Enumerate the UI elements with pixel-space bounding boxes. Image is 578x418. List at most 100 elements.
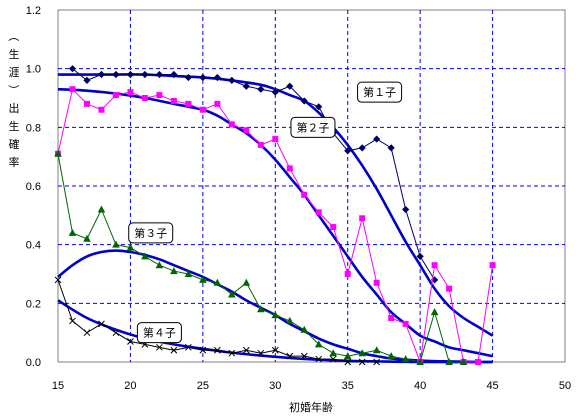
point-marker — [372, 346, 381, 354]
point-marker — [388, 315, 395, 321]
point-marker — [257, 141, 264, 148]
point-marker — [358, 349, 366, 357]
point-marker — [489, 262, 496, 269]
point-marker — [199, 106, 206, 113]
point-marker — [344, 358, 352, 366]
point-marker — [184, 73, 192, 82]
point-marker — [68, 65, 77, 73]
point-marker — [228, 349, 236, 357]
point-marker — [184, 270, 193, 277]
point-marker — [373, 279, 380, 286]
x-tick-label: 35 — [342, 380, 354, 392]
y-axis-label-char: 生 — [9, 47, 20, 61]
point-marker — [97, 70, 106, 79]
point-marker — [286, 82, 294, 90]
annotation-box — [290, 116, 336, 138]
point-marker — [97, 205, 106, 213]
point-marker — [300, 97, 308, 105]
point-marker — [431, 276, 439, 284]
point-marker — [402, 205, 410, 214]
y-axis-label-char: 生 — [9, 119, 20, 133]
point-marker — [54, 149, 62, 157]
point-marker — [155, 261, 164, 269]
point-marker — [344, 147, 352, 155]
point-marker — [83, 76, 91, 84]
y-axis-label-char: ） — [7, 85, 20, 96]
point-marker — [301, 191, 308, 198]
point-marker — [315, 355, 323, 363]
point-marker — [155, 70, 163, 79]
point-marker — [446, 285, 453, 292]
point-marker — [300, 352, 308, 360]
point-marker — [416, 252, 424, 260]
x-tick-label: 25 — [197, 380, 209, 392]
point-marker — [228, 76, 236, 84]
point-marker — [475, 359, 482, 365]
x-axis-label: 初婚年齢 — [289, 400, 333, 414]
point-marker — [402, 320, 409, 327]
y-tick-label: 0.6 — [26, 181, 41, 193]
point-marker — [170, 346, 178, 354]
tick-labels: 15 20 25 30 35 40 45 50 0.0 0.2 0.4 0.6 0.8 1.0 1.2 — [26, 5, 571, 392]
point-marker — [329, 355, 337, 363]
point-marker — [329, 349, 338, 357]
point-marker — [126, 243, 135, 251]
point-marker — [286, 165, 293, 172]
point-marker — [141, 70, 149, 79]
point-marker — [170, 267, 178, 275]
x-tick-label: 15 — [52, 380, 64, 392]
x-tick-label: 50 — [559, 380, 571, 392]
point-marker — [359, 215, 366, 222]
point-marker — [213, 278, 222, 286]
point-marker — [373, 358, 381, 366]
point-marker — [98, 320, 105, 328]
point-marker — [286, 352, 294, 360]
point-marker — [127, 338, 134, 345]
y-axis-label-char: （ — [7, 31, 20, 42]
x-tick-label: 20 — [124, 380, 136, 392]
y-tick-label: 1.2 — [26, 5, 41, 17]
x-tick-label: 30 — [269, 380, 281, 392]
point-marker — [228, 290, 236, 298]
point-marker — [185, 100, 192, 107]
point-marker — [416, 358, 424, 365]
x-tick-label: 45 — [486, 380, 498, 392]
point-marker — [112, 329, 120, 337]
point-marker — [228, 121, 235, 128]
observed-series — [54, 65, 496, 366]
y-axis-label-char: 出 — [9, 101, 20, 115]
y-tick-label: 1.0 — [26, 64, 41, 76]
point-marker — [431, 262, 438, 269]
point-marker — [445, 358, 453, 365]
point-marker — [83, 100, 90, 107]
point-marker — [170, 97, 177, 104]
point-marker — [98, 106, 105, 113]
annotation-text: 第３子 — [134, 226, 167, 240]
point-marker — [315, 103, 323, 111]
annotation-box — [136, 322, 182, 344]
point-marker — [141, 95, 148, 101]
point-marker — [271, 311, 280, 319]
point-marker — [315, 209, 322, 216]
point-marker — [141, 252, 149, 260]
point-marker — [199, 73, 207, 82]
point-marker — [271, 346, 279, 354]
fitted-curve — [57, 87, 493, 358]
y-tick-label: 0.4 — [26, 240, 41, 252]
point-marker — [69, 86, 76, 93]
point-marker — [257, 349, 265, 357]
point-marker — [459, 358, 468, 365]
annotation-text: 第１子 — [363, 85, 396, 99]
point-marker — [358, 358, 366, 366]
point-marker — [199, 275, 207, 283]
annotation-text: 第４子 — [143, 326, 176, 340]
x-tick-label: 40 — [414, 380, 426, 392]
annotation-text: 第２子 — [296, 120, 329, 134]
point-marker — [330, 224, 337, 231]
point-marker — [314, 340, 323, 348]
point-marker — [242, 278, 251, 286]
point-marker — [54, 276, 62, 284]
y-tick-label: 0.2 — [26, 298, 41, 310]
